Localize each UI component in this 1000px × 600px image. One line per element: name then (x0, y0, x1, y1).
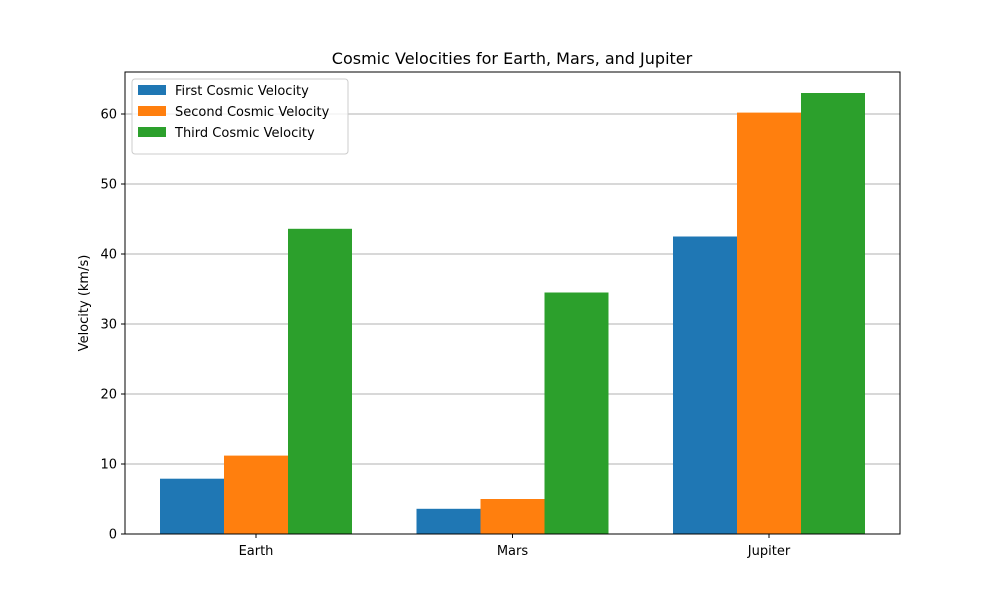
legend-label: Second Cosmic Velocity (175, 105, 330, 120)
y-tick-label: 10 (100, 458, 117, 473)
bar-jupiter-series-1 (673, 236, 737, 534)
bar-jupiter-series-2 (737, 112, 801, 534)
y-tick-label: 0 (109, 528, 117, 543)
legend-box (131, 78, 349, 155)
legend: First Cosmic Velocity Second Cosmic Veloc… (131, 78, 349, 155)
bar-earth-series-2 (224, 455, 288, 534)
bar-earth-series-1 (160, 478, 224, 534)
legend-label: First Cosmic Velocity (175, 84, 309, 99)
bar-earth-series-3 (288, 228, 352, 535)
y-axis: 0 10 20 30 40 50 60 (100, 108, 125, 543)
y-tick-label: 60 (100, 108, 117, 123)
legend-label: Third Cosmic Velocity (174, 126, 315, 141)
y-axis-title: Velocity (km/s) (77, 255, 92, 352)
y-tick-label: 40 (100, 248, 117, 263)
y-tick-label: 50 (100, 178, 117, 193)
legend-swatch (138, 127, 166, 137)
x-tick-label: Earth (239, 544, 274, 559)
x-tick-label: Mars (497, 544, 529, 559)
x-tick-label: Jupiter (747, 544, 791, 559)
y-tick-label: 20 (100, 388, 117, 403)
legend-swatch (138, 85, 166, 95)
bar-mars-series-3 (544, 292, 609, 534)
bar-mars-series-2 (480, 499, 545, 534)
chart-title: Cosmic Velocities for Earth, Mars, and J… (332, 49, 693, 68)
bar-jupiter-series-3 (801, 93, 865, 534)
bar-mars-series-1 (416, 508, 481, 534)
x-axis: Earth Mars Jupiter (239, 534, 791, 559)
bars (160, 93, 865, 535)
y-tick-label: 30 (100, 318, 117, 333)
legend-swatch (138, 106, 166, 116)
